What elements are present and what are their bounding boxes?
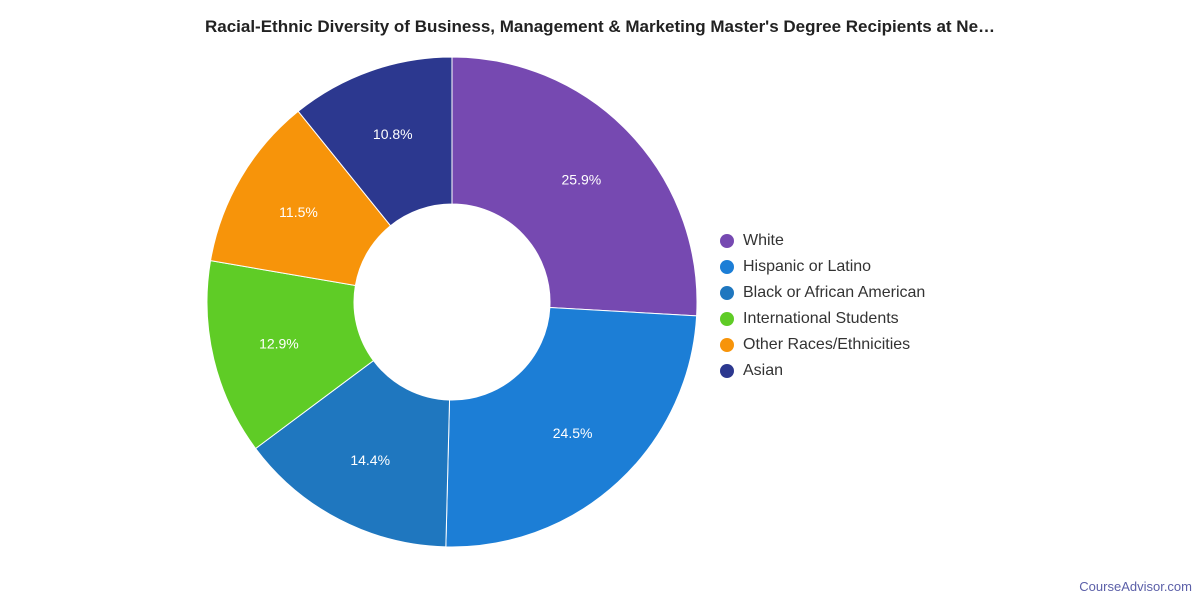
legend-item-hispanic-or-latino[interactable]: Hispanic or Latino bbox=[720, 254, 925, 280]
slice-label-black-or-african-american: 14.4% bbox=[350, 452, 390, 468]
slice-label-international-students: 12.9% bbox=[259, 336, 299, 352]
legend-label: White bbox=[743, 232, 784, 249]
legend-swatch bbox=[720, 364, 734, 378]
slice-white[interactable] bbox=[451, 56, 698, 317]
source-credit[interactable]: CourseAdvisor.com bbox=[1079, 579, 1192, 594]
slice-hispanic-or-latino[interactable] bbox=[445, 307, 698, 548]
slice-label-asian: 10.8% bbox=[373, 126, 413, 142]
slice-label-hispanic-or-latino: 24.5% bbox=[553, 425, 593, 441]
legend-label: Black or African American bbox=[743, 284, 926, 301]
legend-item-international-students[interactable]: International Students bbox=[720, 306, 925, 332]
legend-label: Other Races/Ethnicities bbox=[743, 336, 911, 353]
chart-title: Racial-Ethnic Diversity of Business, Man… bbox=[204, 17, 996, 36]
legend-swatch bbox=[720, 286, 734, 300]
slice-asian[interactable] bbox=[297, 56, 453, 227]
legend-item-other-races-ethnicities[interactable]: Other Races/Ethnicities bbox=[720, 332, 925, 358]
legend-label: Hispanic or Latino bbox=[743, 258, 872, 275]
legend-item-white[interactable]: White bbox=[720, 228, 925, 254]
slice-label-other-races-ethnicities: 11.5% bbox=[279, 204, 318, 220]
legend-swatch bbox=[720, 312, 734, 326]
legend-item-asian[interactable]: Asian bbox=[720, 358, 925, 384]
slice-label-white: 25.9% bbox=[562, 172, 602, 188]
slice-black-or-african-american[interactable] bbox=[254, 359, 451, 548]
slice-international-students[interactable] bbox=[206, 260, 375, 450]
legend-swatch bbox=[720, 234, 734, 248]
chart-legend: White Hispanic or Latino Black or African … bbox=[720, 228, 925, 384]
legend-swatch bbox=[720, 260, 734, 274]
legend-item-black-or-african-american[interactable]: Black or African American bbox=[720, 280, 925, 306]
slice-other-races-ethnicities[interactable] bbox=[209, 110, 392, 287]
legend-label: International Students bbox=[743, 310, 899, 327]
legend-label: Asian bbox=[743, 362, 784, 379]
legend-swatch bbox=[720, 338, 734, 352]
